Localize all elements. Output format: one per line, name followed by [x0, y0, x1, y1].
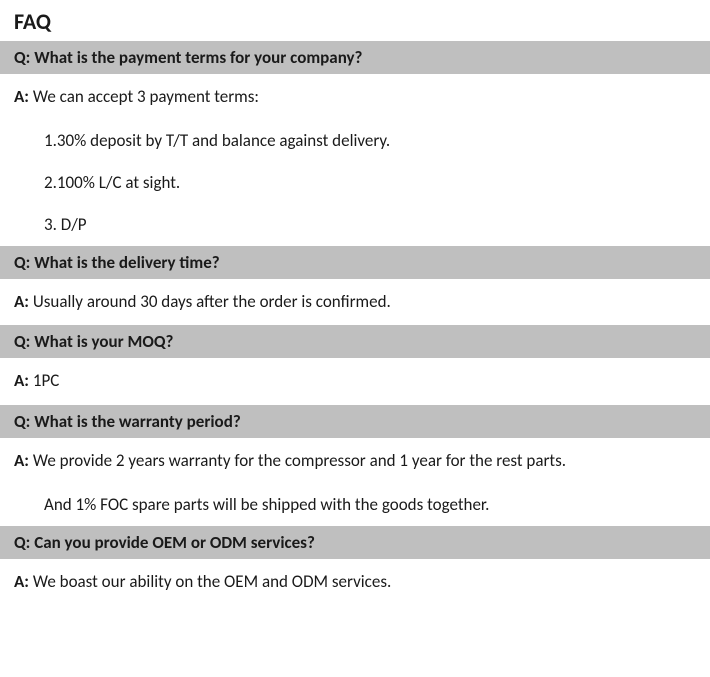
a-prefix: A:: [14, 291, 33, 312]
faq-question: Q: What is your MOQ?: [0, 325, 710, 358]
faq-question: Q: What is the warranty period?: [0, 405, 710, 438]
faq-answer: A: Usually around 30 days after the orde…: [0, 279, 710, 325]
question-text: What is the delivery time?: [34, 252, 219, 273]
a-prefix: A:: [14, 571, 33, 592]
faq-container: FAQ Q: What is the payment terms for you…: [0, 0, 710, 613]
faq-title: FAQ: [0, 8, 710, 41]
q-prefix: Q:: [14, 47, 34, 68]
faq-question: Q: What is the delivery time?: [0, 246, 710, 279]
faq-answer: A: We can accept 3 payment terms:: [0, 74, 710, 120]
answer-text: 1PC: [33, 370, 59, 391]
answer-text: We can accept 3 payment terms:: [33, 86, 259, 107]
faq-question: Q: Can you provide OEM or ODM services?: [0, 526, 710, 559]
a-prefix: A:: [14, 450, 33, 471]
a-prefix: A:: [14, 86, 33, 107]
faq-answer-extra: And 1% FOC spare parts will be shipped w…: [0, 484, 710, 526]
answer-text: Usually around 30 days after the order i…: [33, 291, 391, 312]
q-prefix: Q:: [14, 411, 34, 432]
faq-list-item: 1.30% deposit by T/T and balance against…: [0, 120, 710, 162]
question-text: What is the payment terms for your compa…: [34, 47, 362, 68]
q-prefix: Q:: [14, 252, 34, 273]
question-text: Can you provide OEM or ODM services?: [34, 532, 315, 553]
question-text: What is the warranty period?: [34, 411, 241, 432]
faq-answer: A: We provide 2 years warranty for the c…: [0, 438, 710, 484]
faq-list-item: 2.100% L/C at sight.: [0, 162, 710, 204]
a-prefix: A:: [14, 370, 33, 391]
question-text: What is your MOQ?: [34, 331, 173, 352]
faq-answer: A: 1PC: [0, 358, 710, 404]
faq-answer: A: We boast our ability on the OEM and O…: [0, 559, 710, 605]
answer-text: We provide 2 years warranty for the comp…: [33, 450, 566, 471]
faq-list-item: 3. D/P: [0, 204, 710, 246]
q-prefix: Q:: [14, 532, 34, 553]
answer-text: We boast our ability on the OEM and ODM …: [33, 571, 391, 592]
faq-question: Q: What is the payment terms for your co…: [0, 41, 710, 74]
q-prefix: Q:: [14, 331, 34, 352]
